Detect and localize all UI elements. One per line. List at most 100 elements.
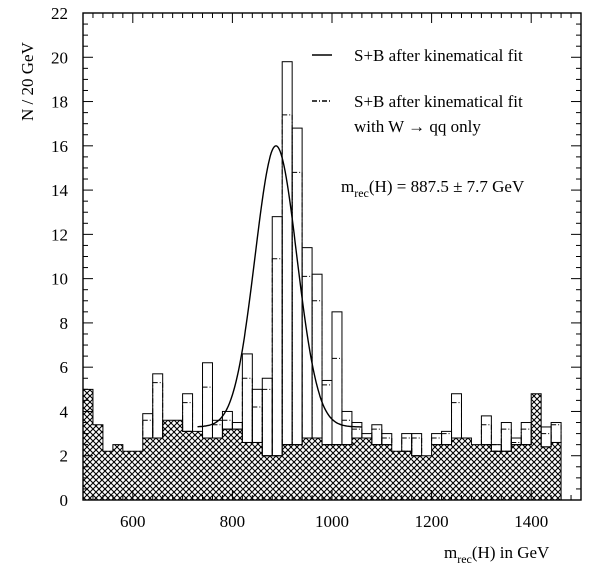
gaussian-fit-curve: [197, 145, 362, 428]
y-tick-label: 6: [60, 358, 69, 377]
solid-bar: [241, 353, 253, 443]
background-bar: [322, 444, 332, 500]
solid-bar: [540, 426, 552, 448]
dashdot-bar: [321, 384, 333, 446]
dashdot-bar: [142, 419, 154, 439]
dashdot-bar: [271, 258, 283, 457]
dashdot-bar: [211, 424, 223, 439]
background-bar: [152, 438, 163, 500]
y-tick-label: 0: [60, 491, 69, 510]
background-bar: [252, 442, 263, 500]
solid-bar: [152, 373, 164, 439]
dashdot-bar: [540, 433, 552, 448]
plot-area: 0 2 4 6 8 10 12 14 16 18 20 22 600 800 1000 1200 1400: [51, 4, 582, 531]
dashdot-bar: [381, 437, 393, 446]
solid-bar: [182, 393, 194, 432]
background-bar: [282, 444, 293, 500]
solid-bar: [520, 422, 532, 446]
x-tick-label: 1000: [315, 512, 349, 531]
dashdot-bar: [520, 428, 532, 446]
dashdot-bar: [152, 382, 164, 439]
y-tick-label: 10: [51, 270, 68, 289]
background-bar: [511, 444, 522, 500]
dashdot-bar: [241, 377, 253, 443]
x-axis-label: mrec(H) in GeV: [444, 543, 550, 566]
background-bar: [491, 451, 502, 500]
y-tick-label: 8: [60, 314, 69, 333]
dashdot-bar: [202, 386, 213, 439]
background-bar: [411, 455, 422, 500]
solid-bar: [451, 393, 462, 439]
y-tick-label: 18: [51, 93, 68, 112]
background-bar: [272, 455, 283, 500]
dashdot-bar: [441, 433, 453, 446]
y-tick-label: 14: [51, 181, 69, 200]
dashdot-bar: [251, 406, 263, 443]
solid-histogram: [142, 61, 562, 457]
background-bar: [292, 444, 303, 500]
solid-bar: [490, 444, 502, 452]
background-bar: [541, 446, 552, 500]
dashdot-bar: [480, 424, 492, 446]
legend-dashdot-label-2: with W → qq only: [354, 117, 481, 136]
background-bar: [401, 451, 412, 500]
background-bar: [172, 420, 183, 500]
solid-bar: [500, 422, 512, 452]
background-bar: [481, 444, 492, 500]
dashdot-bar: [411, 437, 423, 457]
legend-solid-label: S+B after kinematical fit: [354, 46, 523, 65]
solid-bar: [401, 433, 413, 452]
background-bar: [202, 438, 213, 500]
solid-bar: [371, 424, 383, 446]
dashdot-bar: [510, 441, 522, 446]
background-bar: [421, 455, 432, 500]
background-bar: [132, 451, 143, 500]
y-tick-label: 22: [51, 4, 68, 23]
background-histogram: [82, 388, 562, 500]
x-tick-label: 600: [120, 512, 146, 531]
solid-bar: [231, 422, 243, 430]
background-bar: [112, 444, 123, 500]
background-bar: [471, 444, 482, 500]
solid-bar: [341, 410, 353, 446]
solid-bar: [281, 61, 293, 446]
y-tick-label: 4: [60, 402, 69, 421]
y-tick-label: 12: [51, 225, 68, 244]
background-bar: [192, 431, 203, 500]
background-bar: [441, 444, 452, 500]
dashdot-bar: [431, 437, 443, 446]
background-bar: [501, 451, 512, 500]
background-bar: [162, 420, 173, 500]
dashdot-bar: [490, 444, 502, 452]
background-bar: [431, 444, 442, 500]
background-bar: [351, 438, 362, 500]
background-bar: [461, 438, 472, 500]
y-tick-label: 2: [60, 447, 69, 466]
solid-bar: [261, 377, 273, 457]
solid-bar: [142, 413, 154, 439]
background-bar: [312, 438, 323, 500]
dashdot-histogram: [142, 114, 562, 457]
solid-bar: [510, 437, 522, 446]
background-bar: [332, 444, 342, 500]
solid-bar: [411, 433, 423, 457]
legend-dashdot-label: S+B after kinematical fit: [354, 92, 523, 111]
dashdot-bar: [351, 428, 363, 439]
background-bar: [102, 451, 113, 500]
background-bar: [391, 451, 402, 500]
fit-result-annotation: mrec(H) = 887.5 ± 7.7 GeV: [341, 177, 525, 200]
dashdot-bar: [331, 357, 343, 446]
dashdot-bar: [401, 437, 413, 452]
background-bar: [92, 424, 103, 500]
solid-bar: [361, 433, 373, 439]
dashdot-bar: [311, 300, 323, 439]
x-tick-label: 1200: [415, 512, 449, 531]
background-bar: [302, 438, 313, 500]
solid-bar: [271, 216, 283, 457]
solid-bar: [480, 415, 492, 446]
solid-bar: [550, 422, 562, 443]
dashdot-bar: [500, 428, 512, 452]
background-bar: [122, 451, 133, 500]
dashdot-bar: [221, 419, 233, 430]
